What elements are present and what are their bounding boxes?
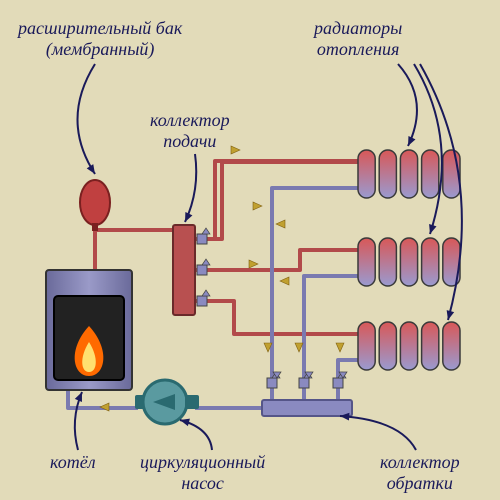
pipe bbox=[304, 276, 358, 400]
pipe bbox=[95, 230, 185, 270]
label-arrow bbox=[340, 416, 416, 450]
flow-arrow-icon bbox=[253, 202, 262, 210]
flow-arrow-icon bbox=[249, 260, 258, 268]
label-boiler: котёл bbox=[50, 452, 96, 473]
supply-collector bbox=[173, 225, 195, 315]
expansion-tank bbox=[80, 180, 110, 225]
label-arrow bbox=[185, 154, 196, 222]
label-arrow bbox=[180, 420, 212, 450]
diagram-canvas: расширительный бак (мембранный) радиатор… bbox=[0, 0, 500, 500]
pipe bbox=[195, 301, 358, 334]
label-arrow bbox=[414, 64, 442, 234]
label-expansion-tank: расширительный бак (мембранный) bbox=[18, 18, 182, 59]
radiator bbox=[358, 238, 460, 286]
radiator bbox=[358, 322, 460, 370]
radiator bbox=[358, 150, 460, 198]
valve bbox=[197, 265, 207, 275]
return-collector bbox=[262, 400, 352, 416]
pipe bbox=[195, 161, 358, 239]
valve bbox=[197, 296, 207, 306]
label-supply-collector: коллектор подачи bbox=[150, 110, 230, 151]
valve bbox=[299, 378, 309, 388]
label-arrow bbox=[398, 64, 417, 146]
valve bbox=[333, 378, 343, 388]
flow-arrow-icon bbox=[231, 146, 240, 154]
pipe bbox=[195, 250, 358, 270]
flow-arrow-icon bbox=[336, 343, 344, 352]
label-return-collector: коллектор обратки bbox=[380, 452, 460, 493]
label-pump: циркуляционный насос bbox=[140, 452, 265, 493]
valve bbox=[267, 378, 277, 388]
flow-arrow-icon bbox=[295, 343, 303, 352]
valve bbox=[197, 234, 207, 244]
flow-arrow-icon bbox=[280, 277, 289, 285]
label-radiators: радиаторы отопления bbox=[314, 18, 402, 59]
flow-arrow-icon bbox=[276, 220, 285, 228]
label-arrow bbox=[78, 64, 96, 174]
pipe bbox=[195, 162, 358, 239]
